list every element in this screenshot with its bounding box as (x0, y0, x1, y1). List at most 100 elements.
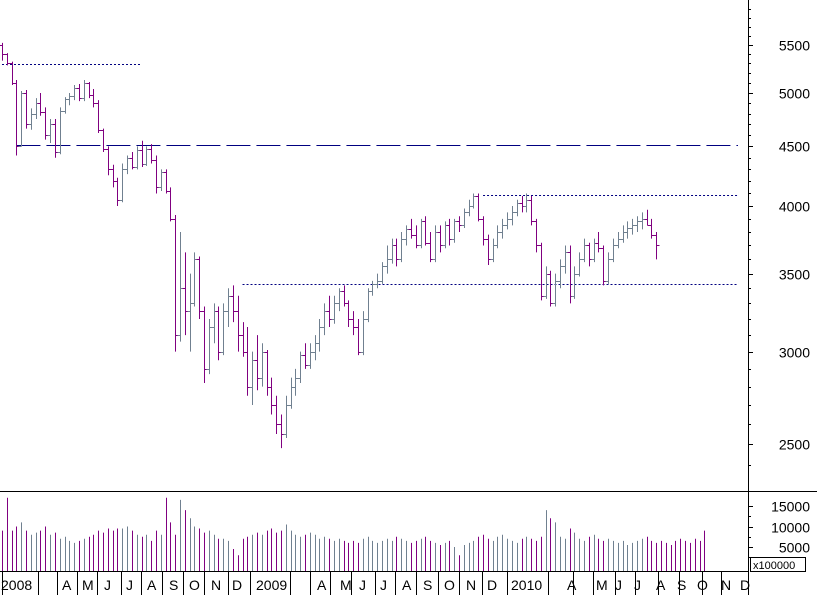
y-tick-label: 2500 (779, 437, 810, 453)
ohlc-bar (307, 343, 314, 369)
ohlc-bar (634, 216, 641, 232)
x-tick-label: M (340, 577, 352, 593)
ohlc-bar (240, 322, 247, 357)
ohlc-bar (519, 195, 526, 213)
ohlc-bar (451, 218, 458, 243)
ohlc-bar (264, 349, 271, 396)
ohlc-bar (456, 216, 463, 232)
ohlc-bar (66, 93, 73, 106)
ohlc-bar (18, 90, 25, 147)
ohlc-bar (249, 351, 256, 406)
ohlc-bar (90, 88, 97, 108)
ohlc-bar (129, 152, 136, 170)
ohlc-bar (268, 377, 275, 415)
ohlc-bar (316, 319, 323, 352)
ohlc-bar (528, 195, 535, 226)
ohlc-bar (557, 259, 564, 289)
ohlc-bar (485, 234, 492, 266)
x-tick-label: A (317, 577, 327, 593)
y-tick-label: 4000 (779, 199, 810, 215)
ohlc-bar (470, 193, 477, 209)
ohlc-bar (191, 252, 198, 307)
ohlc-bar (23, 89, 30, 129)
ohlc-bar (321, 303, 328, 336)
ohlc-bar (139, 140, 146, 168)
x-tick-label: J (104, 577, 111, 593)
ohlc-bar (393, 238, 400, 267)
x-tick-label: A (567, 577, 577, 593)
ohlc-bar (172, 214, 179, 352)
ohlc-bar (413, 225, 420, 249)
y-tick-label: 4500 (779, 139, 810, 155)
ohlc-bar (110, 164, 117, 188)
ohlc-bar (177, 231, 184, 342)
ohlc-bar (201, 306, 208, 384)
price-pane (0, 42, 738, 449)
ohlc-bar (297, 351, 304, 384)
ohlc-bar (105, 146, 112, 176)
x-tick-label: D (487, 577, 497, 593)
x-tick-label: J (380, 577, 387, 593)
ohlc-bar (312, 335, 319, 361)
ohlc-bar (591, 238, 598, 263)
x-tick-label: A (62, 577, 72, 593)
ohlc-bar (552, 273, 559, 307)
volume-pane (2, 497, 705, 571)
ohlc-bar (360, 311, 367, 356)
ohlc-bar (28, 108, 35, 130)
ohlc-bar (504, 212, 511, 230)
volume-unit-box (750, 557, 806, 572)
ohlc-bar (605, 252, 612, 284)
x-tick-label: O (697, 577, 708, 593)
x-tick-label: M (596, 577, 608, 593)
x-tick-label: A (656, 577, 666, 593)
ohlc-bar (437, 225, 444, 253)
ohlc-bar (167, 187, 174, 222)
volume-tick-label: 5000 (779, 540, 810, 556)
ohlc-bar (134, 146, 141, 170)
ohlc-bar (57, 107, 64, 155)
ohlc-bar (398, 231, 405, 263)
ohlc-bar (432, 225, 439, 263)
ohlc-bar (365, 288, 372, 323)
x-tick-label: A (402, 577, 412, 593)
ohlc-bar (629, 218, 636, 235)
x-axis: 2008 A M J J A S O N D 2009 A M J J A S O N D 2010 A M J J A S O N D (1, 571, 750, 595)
ohlc-bar (490, 238, 497, 263)
ohlc-bar (350, 311, 357, 336)
ohlc-bar (624, 221, 631, 239)
ohlc-bar (0, 42, 6, 61)
ohlc-bar (196, 256, 203, 319)
ohlc-bar (595, 231, 602, 253)
x-tick-label: D (232, 577, 242, 593)
ohlc-bar (620, 225, 627, 243)
ohlc-bar (100, 128, 107, 153)
y-tick-label: 3000 (779, 345, 810, 361)
ohlc-bar (543, 266, 550, 299)
x-tick-label: O (444, 577, 455, 593)
ohlc-bar (639, 212, 646, 230)
ohlc-bar (163, 169, 170, 194)
ohlc-bar (42, 107, 49, 140)
y-tick-label: 5500 (779, 38, 810, 54)
ohlc-bar (389, 238, 396, 264)
ohlc-bar (230, 285, 237, 323)
x-tick-label: O (189, 577, 200, 593)
ohlc-bar (600, 245, 607, 286)
ohlc-bar (187, 273, 194, 352)
ohlc-bar (235, 295, 242, 352)
volume-tick-label: 15000 (771, 499, 810, 515)
ohlc-bar (52, 118, 59, 158)
ohlc-bar (446, 218, 453, 246)
x-tick-label: 2008 (1, 577, 32, 593)
ohlc-bar (615, 231, 622, 249)
ohlc-bar (379, 262, 386, 284)
ohlc-bar (586, 242, 593, 267)
ohlc-bar (369, 280, 376, 296)
x-tick-label: N (211, 577, 221, 593)
ohlc-bar (374, 273, 381, 289)
x-tick-label: S (169, 577, 178, 593)
x-tick-label: J (359, 577, 366, 593)
